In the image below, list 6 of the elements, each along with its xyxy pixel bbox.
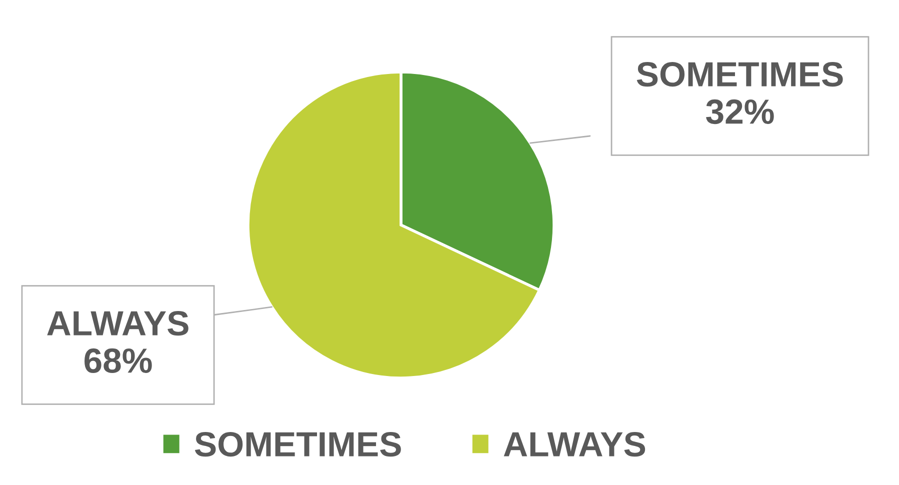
slice-label: SOMETIMES xyxy=(636,62,843,87)
data-label: 32% xyxy=(706,99,774,124)
legend-label: ALWAYS xyxy=(504,432,646,457)
legend-label: SOMETIMES xyxy=(194,432,401,457)
slice-label: ALWAYS xyxy=(47,311,188,336)
data-label: 68% xyxy=(84,348,152,374)
